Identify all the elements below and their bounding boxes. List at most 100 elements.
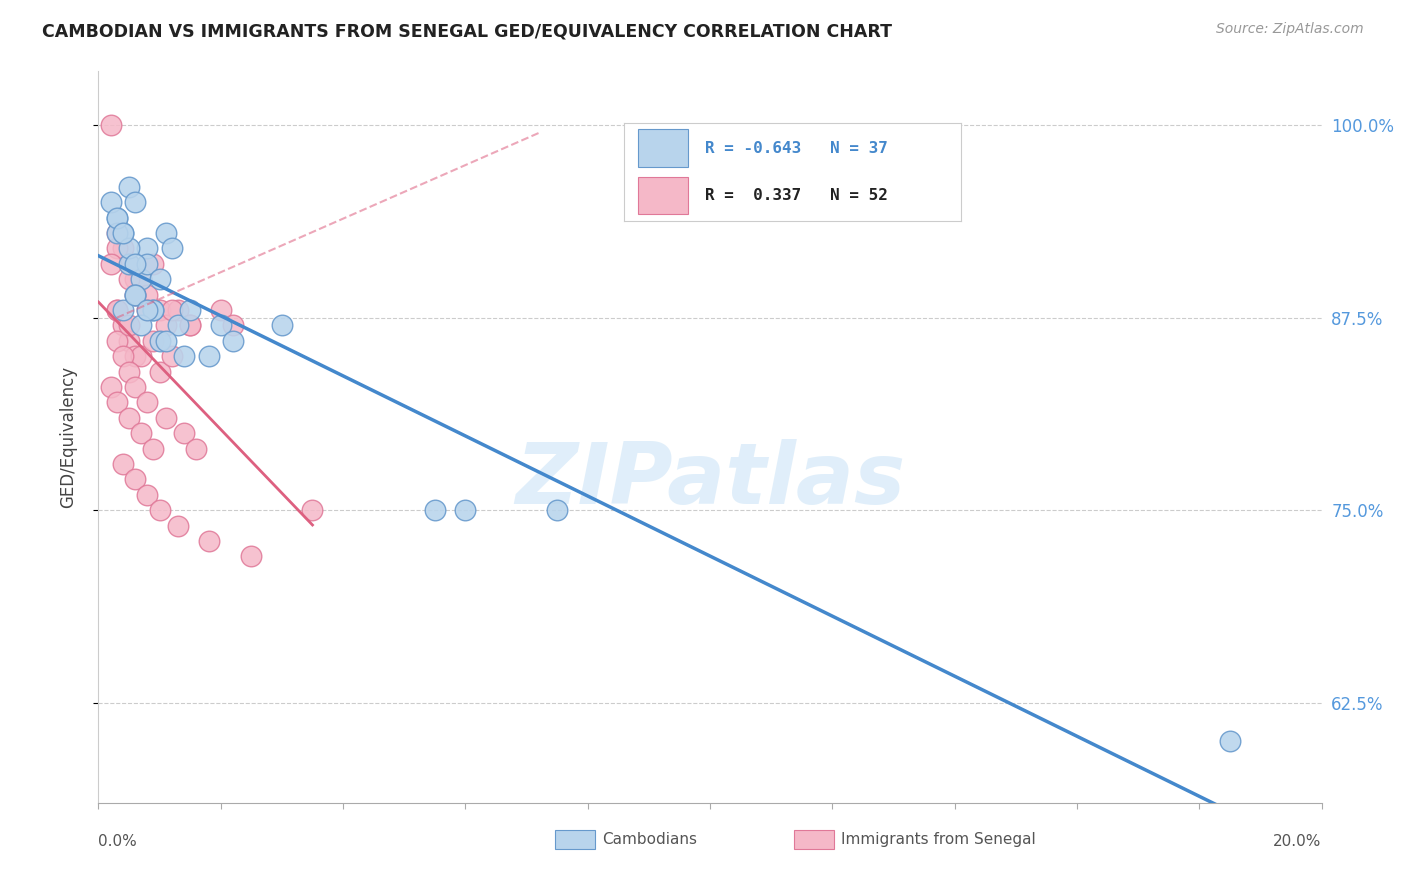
Point	[142, 334, 165, 348]
Text: ZIPatlas: ZIPatlas	[515, 440, 905, 523]
Point	[222, 318, 245, 333]
Point	[124, 257, 146, 271]
Point	[197, 534, 219, 549]
Point	[160, 349, 183, 363]
Point	[240, 549, 263, 564]
Point	[118, 410, 141, 425]
Text: 0.0%: 0.0%	[98, 834, 138, 849]
Point	[129, 349, 152, 363]
Point	[149, 503, 172, 517]
Text: CAMBODIAN VS IMMIGRANTS FROM SENEGAL GED/EQUIVALENCY CORRELATION CHART: CAMBODIAN VS IMMIGRANTS FROM SENEGAL GED…	[42, 22, 893, 40]
Point	[142, 303, 165, 318]
Point	[124, 195, 146, 210]
Point	[179, 318, 201, 333]
Point	[129, 272, 152, 286]
Text: R =  0.337   N = 52: R = 0.337 N = 52	[706, 188, 889, 203]
Point	[546, 503, 568, 517]
Point	[149, 272, 172, 286]
Point	[124, 287, 146, 301]
Text: Source: ZipAtlas.com: Source: ZipAtlas.com	[1216, 22, 1364, 37]
Point	[118, 365, 141, 379]
Point	[105, 334, 128, 348]
Point	[100, 118, 122, 132]
Point	[118, 179, 141, 194]
Point	[155, 410, 177, 425]
Point	[142, 257, 165, 271]
Point	[155, 334, 177, 348]
Point	[124, 349, 146, 363]
Point	[155, 318, 177, 333]
Point	[155, 226, 177, 240]
Point	[136, 242, 159, 256]
Point	[100, 257, 122, 271]
Point	[179, 303, 201, 318]
Point	[197, 349, 219, 363]
Point	[105, 226, 128, 240]
Point	[118, 318, 141, 333]
Point	[167, 318, 190, 333]
Point	[111, 457, 134, 471]
Point	[136, 395, 159, 409]
Point	[111, 226, 134, 240]
Point	[301, 503, 323, 517]
Point	[186, 442, 208, 456]
Point	[423, 503, 446, 517]
FancyBboxPatch shape	[638, 177, 689, 214]
Point	[111, 242, 134, 256]
Point	[105, 211, 128, 225]
Point	[209, 303, 232, 318]
Point	[129, 272, 152, 286]
Point	[124, 272, 146, 286]
Point	[118, 257, 141, 271]
Point	[209, 318, 232, 333]
Point	[105, 395, 128, 409]
Point	[105, 242, 128, 256]
Point	[136, 257, 159, 271]
Point	[454, 503, 477, 517]
Point	[118, 257, 141, 271]
Point	[270, 318, 294, 333]
Text: R = -0.643   N = 37: R = -0.643 N = 37	[706, 141, 889, 156]
Point	[111, 318, 134, 333]
Point	[142, 303, 165, 318]
Point	[149, 303, 172, 318]
Point	[136, 287, 159, 301]
Point	[142, 442, 165, 456]
Point	[118, 334, 141, 348]
Point	[105, 303, 128, 318]
Point	[222, 334, 245, 348]
Point	[124, 287, 146, 301]
Point	[1219, 734, 1241, 748]
Text: Immigrants from Senegal: Immigrants from Senegal	[841, 832, 1036, 847]
Point	[149, 365, 172, 379]
Point	[105, 211, 128, 225]
Point	[129, 318, 152, 333]
Point	[105, 226, 128, 240]
Point	[179, 318, 201, 333]
Point	[111, 303, 134, 318]
Point	[111, 349, 134, 363]
Text: 20.0%: 20.0%	[1274, 834, 1322, 849]
Text: Cambodians: Cambodians	[602, 832, 697, 847]
Point	[100, 380, 122, 394]
Point	[118, 242, 141, 256]
Point	[136, 303, 159, 318]
Point	[124, 472, 146, 486]
Point	[173, 349, 195, 363]
Point	[167, 303, 190, 318]
Point	[160, 303, 183, 318]
Point	[105, 303, 128, 318]
Point	[111, 226, 134, 240]
Y-axis label: GED/Equivalency: GED/Equivalency	[59, 366, 77, 508]
Point	[167, 518, 190, 533]
FancyBboxPatch shape	[638, 129, 689, 167]
Point	[160, 242, 183, 256]
Point	[136, 303, 159, 318]
Point	[129, 426, 152, 441]
Point	[100, 195, 122, 210]
Point	[124, 380, 146, 394]
Point	[136, 488, 159, 502]
Point	[124, 287, 146, 301]
Point	[118, 272, 141, 286]
Point	[173, 426, 195, 441]
